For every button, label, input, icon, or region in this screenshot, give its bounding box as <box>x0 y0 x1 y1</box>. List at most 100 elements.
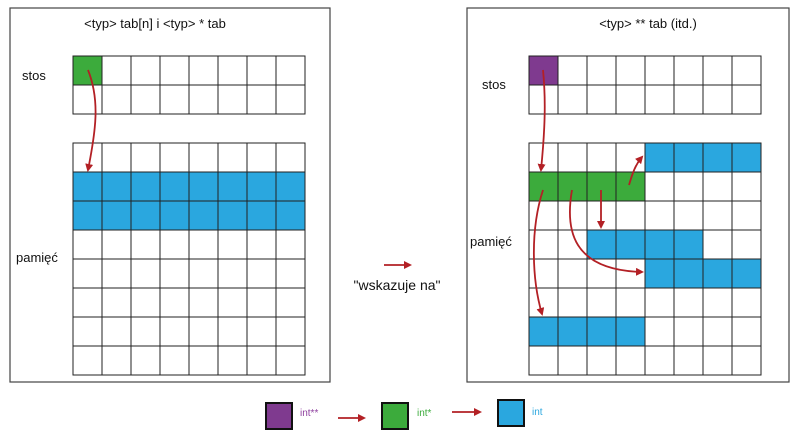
memory-cell <box>702 200 733 231</box>
memory-cell <box>188 345 219 376</box>
memory-cell <box>702 316 733 347</box>
memory-cell <box>217 287 248 318</box>
memory-cell <box>159 171 190 202</box>
memory-cell <box>702 258 733 289</box>
legend-int-p-swatch <box>381 402 409 430</box>
memory-cell <box>731 258 762 289</box>
memory-cell <box>217 142 248 173</box>
memory-cell <box>702 55 733 86</box>
legend-int-swatch <box>497 399 525 427</box>
memory-cell <box>644 55 675 86</box>
arrow-caption: "wskazuje na" <box>354 277 441 293</box>
memory-cell <box>101 171 132 202</box>
left-stack-grid <box>72 55 306 115</box>
memory-cell <box>72 258 103 289</box>
memory-cell <box>673 55 704 86</box>
memory-cell <box>130 84 161 115</box>
memory-cell <box>615 287 646 318</box>
memory-cell <box>557 287 588 318</box>
memory-cell <box>159 200 190 231</box>
right-arrow-pointer-to-row5 <box>569 189 644 276</box>
memory-cell <box>159 258 190 289</box>
memory-cell <box>702 229 733 260</box>
memory-cell <box>731 200 762 231</box>
memory-cell <box>159 55 190 86</box>
legend-int-pp-label: int** <box>300 408 318 419</box>
memory-cell <box>188 200 219 231</box>
right-arrow-stack-to-pointers <box>537 69 546 172</box>
memory-cell <box>101 229 132 260</box>
memory-cell <box>130 316 161 347</box>
memory-cell <box>217 55 248 86</box>
memory-cell <box>72 171 103 202</box>
memory-cell <box>246 316 277 347</box>
memory-cell <box>731 229 762 260</box>
memory-cell <box>275 84 306 115</box>
memory-cell <box>644 287 675 318</box>
memory-cell <box>217 229 248 260</box>
memory-cell <box>702 345 733 376</box>
memory-cell <box>557 84 588 115</box>
memory-cell <box>217 316 248 347</box>
memory-cell <box>217 84 248 115</box>
memory-cell <box>72 200 103 231</box>
memory-cell <box>188 287 219 318</box>
memory-cell <box>275 200 306 231</box>
memory-cell <box>130 171 161 202</box>
right-arrow-pointer-to-row7 <box>532 189 545 316</box>
memory-cell <box>246 258 277 289</box>
memory-cell <box>615 316 646 347</box>
memory-cell <box>586 229 617 260</box>
memory-cell <box>159 229 190 260</box>
memory-cell <box>731 142 762 173</box>
memory-cell <box>72 316 103 347</box>
memory-cell <box>731 55 762 86</box>
memory-cell <box>528 345 559 376</box>
memory-cell <box>557 55 588 86</box>
memory-cell <box>702 171 733 202</box>
memory-cell <box>615 84 646 115</box>
memory-cell <box>644 84 675 115</box>
memory-cell <box>188 316 219 347</box>
memory-cell <box>615 55 646 86</box>
memory-cell <box>644 229 675 260</box>
memory-cell <box>101 316 132 347</box>
memory-cell <box>130 200 161 231</box>
memory-cell <box>246 287 277 318</box>
memory-cell <box>130 229 161 260</box>
left-memory-grid <box>72 142 306 376</box>
memory-cell <box>159 287 190 318</box>
memory-cell <box>217 200 248 231</box>
memory-cell <box>702 287 733 318</box>
memory-cell <box>72 229 103 260</box>
memory-cell <box>101 84 132 115</box>
right-stack-grid <box>528 55 762 115</box>
memory-cell <box>673 142 704 173</box>
memory-cell <box>275 171 306 202</box>
legend-int-label: int <box>532 407 543 418</box>
right-panel-title: <typ> ** tab (itd.) <box>599 16 697 31</box>
memory-cell <box>130 287 161 318</box>
memory-cell <box>130 258 161 289</box>
memory-cell <box>586 55 617 86</box>
memory-cell <box>275 287 306 318</box>
memory-cell <box>275 258 306 289</box>
memory-cell <box>731 171 762 202</box>
right-arrow-pointer-to-row1 <box>628 155 644 186</box>
legend-int-pp-swatch <box>265 402 293 430</box>
memory-cell <box>586 258 617 289</box>
left-panel-frame <box>9 7 331 383</box>
memory-cell <box>159 142 190 173</box>
memory-cell <box>130 345 161 376</box>
memory-cell <box>702 84 733 115</box>
memory-cell <box>72 84 103 115</box>
memory-cell <box>217 171 248 202</box>
memory-cell <box>130 55 161 86</box>
memory-cell <box>586 316 617 347</box>
left-memory-label: pamięć <box>16 250 58 265</box>
memory-cell <box>557 142 588 173</box>
memory-cell <box>615 229 646 260</box>
memory-cell <box>615 171 646 202</box>
memory-cell <box>673 171 704 202</box>
